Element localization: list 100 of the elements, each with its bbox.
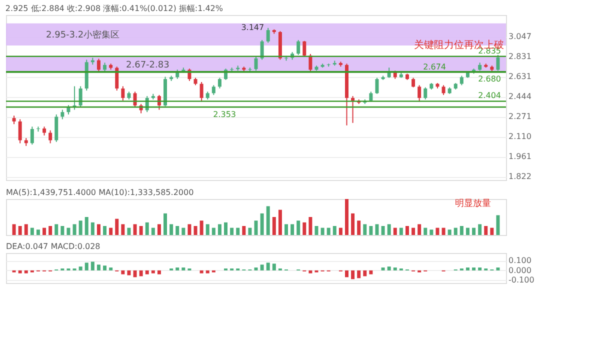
bar <box>36 230 40 235</box>
bar <box>42 228 46 235</box>
bar <box>472 268 476 270</box>
candlestick <box>218 77 222 89</box>
ref-line-label: 2.353 <box>213 110 236 120</box>
candlestick <box>54 114 58 142</box>
bar <box>78 220 82 235</box>
bar <box>351 213 355 235</box>
bar <box>30 228 34 235</box>
candlestick <box>133 91 137 108</box>
y-tick-label: 1.822 <box>508 172 532 182</box>
bar <box>442 228 446 235</box>
bar <box>332 226 336 235</box>
bar <box>72 224 76 235</box>
bar <box>206 224 210 235</box>
bar <box>344 270 348 278</box>
bar <box>351 270 355 280</box>
bar <box>164 213 168 235</box>
bar <box>12 224 16 235</box>
bar <box>266 206 270 235</box>
bar <box>393 228 397 235</box>
bar <box>357 270 361 278</box>
bar <box>139 226 143 235</box>
candlestick <box>60 109 64 120</box>
bar <box>399 228 403 235</box>
bar <box>109 228 113 235</box>
candlestick <box>266 27 270 44</box>
y-tick-label: 3.047 <box>508 32 532 42</box>
candlestick <box>442 84 446 96</box>
bar <box>66 228 70 235</box>
bar <box>121 224 125 235</box>
bar <box>424 228 428 235</box>
bar <box>103 226 107 235</box>
bar <box>290 224 294 235</box>
bar <box>363 224 367 235</box>
bar <box>466 228 470 235</box>
candlestick <box>30 126 34 146</box>
bar <box>170 224 174 235</box>
bar <box>188 224 192 235</box>
bar <box>90 222 94 235</box>
bar <box>466 268 470 270</box>
candlestick <box>48 130 52 144</box>
bar <box>145 270 149 274</box>
bar <box>284 224 288 235</box>
chart-title: MA(5):1,439,751.4000 MA(10):1,333,585.2000 <box>6 188 194 197</box>
bar <box>272 264 276 270</box>
y-tick-label: 2.631 <box>508 72 532 82</box>
bar <box>266 262 270 270</box>
y-tick-label: 0.000 <box>508 266 532 275</box>
bar <box>96 264 100 270</box>
bar <box>478 268 482 270</box>
bar <box>176 226 180 235</box>
bar <box>254 268 258 270</box>
ref-line-label: 2.404 <box>478 91 501 100</box>
bar <box>484 226 488 235</box>
bar <box>375 224 379 235</box>
bar <box>176 268 180 270</box>
y-tick-label: 2.271 <box>508 112 532 122</box>
bar <box>496 268 500 270</box>
bar <box>448 230 452 235</box>
chart-title: DEA:0.047 MACD:0.028 <box>6 242 100 251</box>
bar <box>90 262 94 270</box>
candlestick <box>18 118 22 144</box>
bar <box>157 270 161 274</box>
y-tick-label: 2.444 <box>508 92 532 102</box>
candlestick <box>254 56 258 72</box>
bar <box>320 228 324 235</box>
bar <box>369 226 373 235</box>
y-tick-label: 0.100 <box>508 256 532 266</box>
bar <box>24 224 28 235</box>
bar <box>218 224 222 235</box>
bar <box>308 270 312 274</box>
candlestick <box>96 58 100 72</box>
bar <box>103 266 107 270</box>
bar <box>314 226 318 235</box>
bar <box>381 226 385 235</box>
bar <box>157 224 161 235</box>
candlestick <box>418 84 422 102</box>
candlestick <box>375 77 379 94</box>
bar <box>357 220 361 235</box>
bar <box>478 224 482 235</box>
bar <box>182 228 186 235</box>
bar <box>248 228 252 235</box>
y-tick-label: 2.831 <box>508 52 532 62</box>
bar <box>242 226 246 235</box>
bar <box>260 264 264 270</box>
bar <box>18 270 22 274</box>
bar <box>206 270 210 274</box>
ref-line-label: 2.674 <box>423 62 446 72</box>
bar <box>133 270 137 278</box>
bar <box>272 217 276 235</box>
bar <box>490 228 494 235</box>
candlestick <box>66 104 70 115</box>
bar <box>344 199 348 235</box>
bar <box>405 226 409 235</box>
bar <box>393 268 397 270</box>
annotation: 3.147 <box>241 22 264 32</box>
bar <box>109 268 113 270</box>
bar <box>260 213 264 235</box>
bar <box>363 270 367 276</box>
